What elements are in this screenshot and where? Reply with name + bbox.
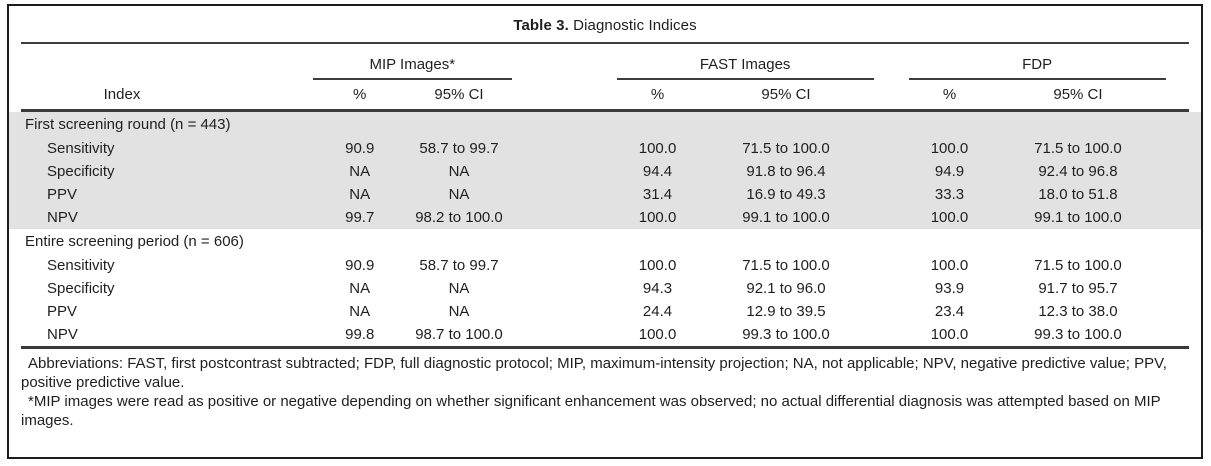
cell-index: Specificity xyxy=(47,280,115,297)
cell-fdp-pct: 100.0 xyxy=(930,257,969,274)
cell-fast-ci: 16.9 to 49.3 xyxy=(746,186,826,203)
cell-fdp-pct: 100.0 xyxy=(930,209,969,226)
cell-mip-ci: NA xyxy=(448,186,470,203)
cell-fast-pct: 100.0 xyxy=(638,209,677,226)
cell-fdp-ci: 99.1 to 100.0 xyxy=(1034,209,1122,226)
cell-mip-pct: NA xyxy=(349,303,371,320)
table-title: Table 3. Diagnostic Indices xyxy=(9,6,1201,42)
cell-fdp-ci: 12.3 to 38.0 xyxy=(1038,303,1118,320)
column-subheader-row: Index % 95% CI % 95% CI % 95% CI xyxy=(9,80,1201,109)
cell-fdp-pct: 100.0 xyxy=(930,326,969,343)
cell-index: PPV xyxy=(47,186,78,203)
cell-index: Specificity xyxy=(47,163,115,180)
table-row: Specificity NA NA 94.4 91.8 to 96.4 94.9… xyxy=(9,160,1201,183)
cell-fdp-pct: 100.0 xyxy=(930,140,969,157)
table-row: Sensitivity 90.9 58.7 to 99.7 100.0 71.5… xyxy=(9,137,1201,160)
cell-mip-pct: NA xyxy=(349,186,371,203)
cell-fast-pct: 100.0 xyxy=(638,257,677,274)
cell-fast-pct: 100.0 xyxy=(638,140,677,157)
col-header-index: Index xyxy=(103,86,141,103)
body-footnote-divider-rule xyxy=(21,346,1189,349)
cell-index: Sensitivity xyxy=(47,140,115,157)
cell-mip-ci: 98.2 to 100.0 xyxy=(415,209,503,226)
table-title-label: Table 3. xyxy=(513,17,569,34)
cell-mip-pct: 90.9 xyxy=(345,257,375,274)
cell-fast-pct: 31.4 xyxy=(642,186,673,203)
cell-mip-pct: NA xyxy=(349,163,371,180)
col-header-fdp-pct: % xyxy=(942,86,957,103)
section-first-screening-round: First screening round (n = 443) Sensitiv… xyxy=(9,112,1201,229)
cell-mip-ci: 58.7 to 99.7 xyxy=(419,140,499,157)
cell-fdp-pct: 23.4 xyxy=(934,303,965,320)
cell-fast-pct: 24.4 xyxy=(642,303,673,320)
header-body-divider-rule xyxy=(21,109,1189,112)
title-rule xyxy=(21,42,1189,44)
cell-mip-ci: NA xyxy=(448,163,470,180)
footnotes: Abbreviations: FAST, first postcontrast … xyxy=(9,349,1201,430)
cell-index: PPV xyxy=(47,303,78,320)
table-row: PPV NA NA 24.4 12.9 to 39.5 23.4 12.3 to… xyxy=(9,300,1201,323)
table-figure-frame: Table 3. Diagnostic Indices MIP Images* … xyxy=(7,4,1203,459)
cell-mip-ci: 58.7 to 99.7 xyxy=(419,257,499,274)
table-row: PPV NA NA 31.4 16.9 to 49.3 33.3 18.0 to… xyxy=(9,183,1201,206)
table-title-text: Diagnostic Indices xyxy=(568,17,697,34)
cell-fast-ci: 92.1 to 96.0 xyxy=(746,280,826,297)
cell-fast-ci: 99.1 to 100.0 xyxy=(742,209,830,226)
cell-fdp-pct: 94.9 xyxy=(934,163,965,180)
table-row: NPV 99.8 98.7 to 100.0 100.0 99.3 to 100… xyxy=(9,323,1201,346)
cell-mip-ci: 98.7 to 100.0 xyxy=(415,326,503,343)
cell-fast-ci: 12.9 to 39.5 xyxy=(746,303,826,320)
cell-fast-pct: 94.4 xyxy=(642,163,673,180)
table-row: Specificity NA NA 94.3 92.1 to 96.0 93.9… xyxy=(9,277,1201,300)
cell-fdp-ci: 71.5 to 100.0 xyxy=(1034,257,1122,274)
footnote-abbreviations: Abbreviations: FAST, first postcontrast … xyxy=(21,355,1167,391)
cell-fdp-ci: 99.3 to 100.0 xyxy=(1034,326,1122,343)
cell-mip-pct: NA xyxy=(349,280,371,297)
cell-fdp-ci: 18.0 to 51.8 xyxy=(1038,186,1118,203)
cell-fdp-ci: 91.7 to 95.7 xyxy=(1038,280,1118,297)
cell-fdp-ci: 71.5 to 100.0 xyxy=(1034,140,1122,157)
cell-fdp-pct: 33.3 xyxy=(934,186,965,203)
section-header-row: First screening round (n = 443) xyxy=(9,112,1201,137)
table-row: NPV 99.7 98.2 to 100.0 100.0 99.1 to 100… xyxy=(9,206,1201,229)
cell-mip-pct: 90.9 xyxy=(345,140,375,157)
cell-fdp-ci: 92.4 to 96.8 xyxy=(1038,163,1118,180)
col-header-fdp-ci: 95% CI xyxy=(1053,86,1103,103)
table-row: Sensitivity 90.9 58.7 to 99.7 100.0 71.5… xyxy=(9,254,1201,277)
column-group-mip: MIP Images* xyxy=(313,56,512,80)
cell-fast-ci: 71.5 to 100.0 xyxy=(742,140,830,157)
section-entire-screening-period: Entire screening period (n = 606) Sensit… xyxy=(9,229,1201,346)
cell-fast-ci: 99.3 to 100.0 xyxy=(742,326,830,343)
col-header-mip-pct: % xyxy=(353,86,367,103)
col-header-fast-pct: % xyxy=(650,86,665,103)
col-header-fast-ci: 95% CI xyxy=(761,86,811,103)
cell-mip-ci: NA xyxy=(448,280,470,297)
column-group-fdp: FDP xyxy=(908,56,1166,80)
cell-fast-ci: 71.5 to 100.0 xyxy=(742,257,830,274)
cell-index: NPV xyxy=(47,209,78,226)
cell-mip-pct: 99.7 xyxy=(345,209,375,226)
cell-fdp-pct: 93.9 xyxy=(934,280,965,297)
footnote-mip-asterisk: *MIP images were read as positive or neg… xyxy=(21,393,1161,429)
cell-fast-ci: 91.8 to 96.4 xyxy=(746,163,826,180)
column-group-header-row: MIP Images* FAST Images FDP xyxy=(9,44,1201,80)
cell-index: NPV xyxy=(47,326,78,343)
cell-mip-pct: 99.8 xyxy=(345,326,375,343)
cell-index: Sensitivity xyxy=(47,257,115,274)
cell-mip-ci: NA xyxy=(448,303,470,320)
cell-fast-pct: 100.0 xyxy=(638,326,677,343)
cell-fast-pct: 94.3 xyxy=(642,280,673,297)
section-header-row: Entire screening period (n = 606) xyxy=(9,229,1201,254)
column-group-fast: FAST Images xyxy=(616,56,874,80)
col-header-mip-ci: 95% CI xyxy=(434,86,484,103)
section-header-label: Entire screening period (n = 606) xyxy=(25,233,244,250)
section-header-label: First screening round (n = 443) xyxy=(25,116,231,133)
